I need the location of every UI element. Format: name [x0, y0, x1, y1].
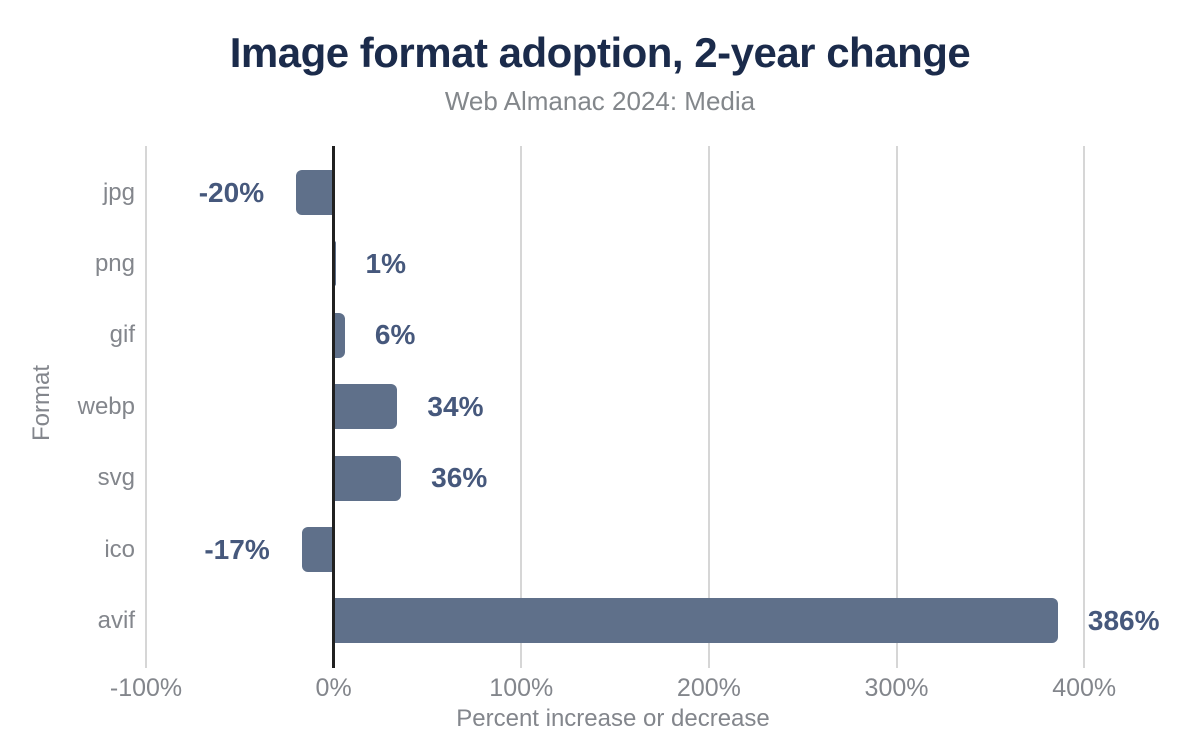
value-label-gif: 6% [374, 319, 416, 351]
bar-avif [333, 598, 1058, 644]
x-tick-mark-400 [1083, 660, 1086, 668]
x-tick-mark-300 [895, 660, 898, 668]
gridline-100 [520, 146, 523, 660]
bar-jpg [296, 170, 334, 215]
bar-svg [333, 455, 402, 501]
value-label-jpg: -20% [198, 176, 265, 208]
x-tick-label-300: 300% [864, 674, 929, 702]
category-label-avif: avif [97, 606, 135, 634]
x-tick-label-200: 200% [676, 674, 741, 702]
y-axis-title: Format [28, 364, 55, 442]
x-tick-mark-200 [707, 660, 710, 668]
x-tick-label-100: 100% [489, 674, 554, 702]
category-label-jpg: jpg [102, 178, 135, 206]
gridline-200 [707, 146, 710, 660]
x-tick-label--100: -100% [109, 674, 183, 702]
bar-gif [333, 312, 345, 358]
bar-webp [333, 384, 398, 430]
value-label-avif: 386% [1087, 604, 1160, 636]
category-label-webp: webp [77, 392, 135, 420]
gridline-400 [1083, 146, 1086, 660]
category-label-svg: svg [97, 464, 135, 492]
value-label-webp: 34% [427, 390, 484, 422]
value-label-ico: -17% [204, 533, 270, 565]
category-label-gif: gif [109, 321, 135, 349]
zero-axis-line [332, 146, 336, 668]
x-tick-label-0: 0% [315, 674, 352, 702]
gridline-300 [895, 146, 898, 660]
bar-ico [301, 527, 334, 572]
chart-title: Image format adoption, 2-year change [229, 29, 971, 76]
category-label-png: png [94, 249, 135, 277]
x-tick-label-400: 400% [1052, 674, 1117, 702]
x-tick-mark--100 [145, 660, 147, 668]
category-label-ico: ico [104, 535, 135, 563]
value-label-png: 1% [365, 247, 406, 279]
value-label-svg: 36% [431, 462, 488, 494]
x-axis-title: Percent increase or decrease [456, 705, 770, 732]
gridline--100 [145, 146, 147, 660]
chart-subtitle: Web Almanac 2024: Media [444, 86, 756, 116]
x-tick-mark-100 [520, 660, 523, 668]
